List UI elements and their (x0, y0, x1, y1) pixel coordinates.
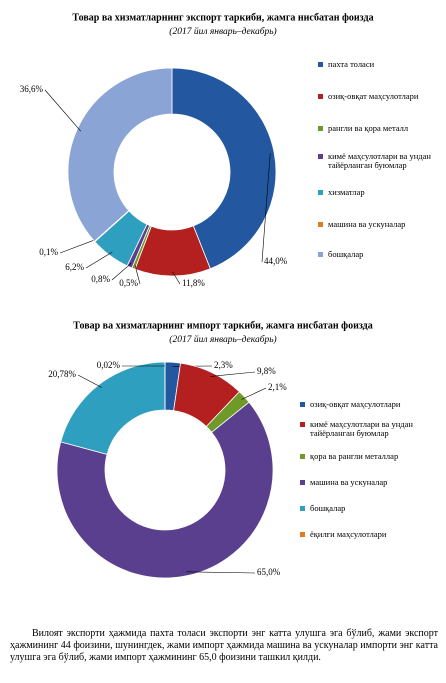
data-label: 0,8% (91, 274, 110, 284)
data-label: 11,8% (182, 278, 205, 288)
legend-item: кимё маҳсулотлари ва ундан тайёрланган б… (300, 420, 440, 438)
chart-subtitle: (2017 йил январь–декабрь) (169, 26, 276, 37)
data-label: 0,5% (119, 278, 138, 288)
leader-line (261, 153, 271, 263)
data-label: 44,0% (264, 256, 288, 266)
legend-item: хизматлар (318, 188, 436, 197)
legend-item: ёқилғи маҳсулотлари (300, 530, 440, 539)
legend-swatch (318, 126, 323, 131)
data-label: 9,8% (257, 366, 276, 376)
leader-line (210, 371, 256, 377)
leader-line (241, 387, 267, 400)
charts: Товар ва хизматларнинг экспорт таркиби, … (20, 12, 374, 579)
leader-line (59, 238, 98, 254)
leader-line (111, 263, 132, 281)
legend-item: бошқалар (318, 250, 436, 259)
legend-swatch (300, 402, 305, 407)
leader-line (134, 264, 141, 285)
legend-item: кимё маҳсулотлари ва ундан тайёрланган б… (318, 152, 436, 170)
legend-label: қора ва рангли металлар (310, 451, 399, 461)
data-label: 0,02% (97, 360, 121, 370)
chart-title: Товар ва хизматларнинг экспорт таркиби, … (72, 12, 373, 23)
chart-subtitle: (2017 йил январь–декабрь) (169, 334, 276, 345)
legend-label: кимё маҳсулотлари ва ундан тайёрланган б… (310, 419, 413, 438)
legend-item: озиқ-овқат маҳсулотлари (300, 400, 440, 409)
leader-line (85, 251, 113, 269)
legend-swatch (318, 94, 323, 99)
data-label: 6,2% (65, 262, 84, 272)
legend-item: машина ва ускуналар (318, 220, 436, 229)
legend-swatch (318, 154, 323, 159)
data-label: 36,6% (20, 84, 44, 94)
legend-label: озиқ-овқат маҳсулотлари (310, 399, 401, 409)
legend-label: бошқалар (328, 249, 364, 259)
legend-label: пахта толаси (328, 59, 375, 69)
legend-swatch (318, 62, 323, 67)
legend-item: бошқалар (300, 504, 440, 513)
legend-label: бошқалар (310, 503, 346, 513)
data-label: 2,1% (268, 382, 287, 392)
legend-swatch (300, 506, 305, 511)
data-label: 65,0% (257, 567, 281, 577)
legend-item: рангли ва қора металл (318, 124, 436, 133)
legend-swatch (300, 422, 305, 427)
legend-label: озиқ-овқат маҳсулотлари (328, 91, 419, 101)
leader-line (172, 271, 181, 285)
slice (60, 361, 166, 455)
legend-swatch (300, 454, 305, 459)
legend-label: ёқилғи маҳсулотлари (310, 529, 387, 539)
legend-swatch (318, 222, 323, 227)
slice (56, 401, 274, 579)
leader-line (186, 571, 256, 574)
slice (171, 67, 277, 270)
legend-label: машина ва ускуналар (310, 477, 388, 487)
legend-label: хизматлар (328, 187, 365, 197)
leader-line (44, 89, 81, 132)
legend-label: рангли ва қора металл (328, 123, 409, 133)
legend-item: пахта толаси (318, 60, 436, 69)
legend-swatch (300, 532, 305, 537)
legend-swatch (318, 190, 323, 195)
leader-line (77, 374, 102, 388)
legend-label: кимё маҳсулотлари ва ундан тайёрланган б… (328, 151, 431, 170)
legend-item: машина ва ускуналар (300, 478, 440, 487)
data-label: 2,3% (214, 360, 233, 370)
slice (67, 67, 173, 242)
legend-swatch (318, 252, 323, 257)
data-label: 0,1% (39, 247, 58, 257)
chart-title: Товар ва хизматларнинг импорт таркиби, ж… (73, 320, 372, 331)
legend-item: озиқ-овқат маҳсулотлари (318, 92, 436, 101)
legend-label: машина ва ускуналар (328, 219, 406, 229)
legend-item: қора ва рангли металлар (300, 452, 440, 461)
data-label: 20,78% (48, 369, 76, 379)
legend-swatch (300, 480, 305, 485)
paragraph: Вилоят экспорти ҳажмида пахта толаси экс… (10, 628, 438, 663)
